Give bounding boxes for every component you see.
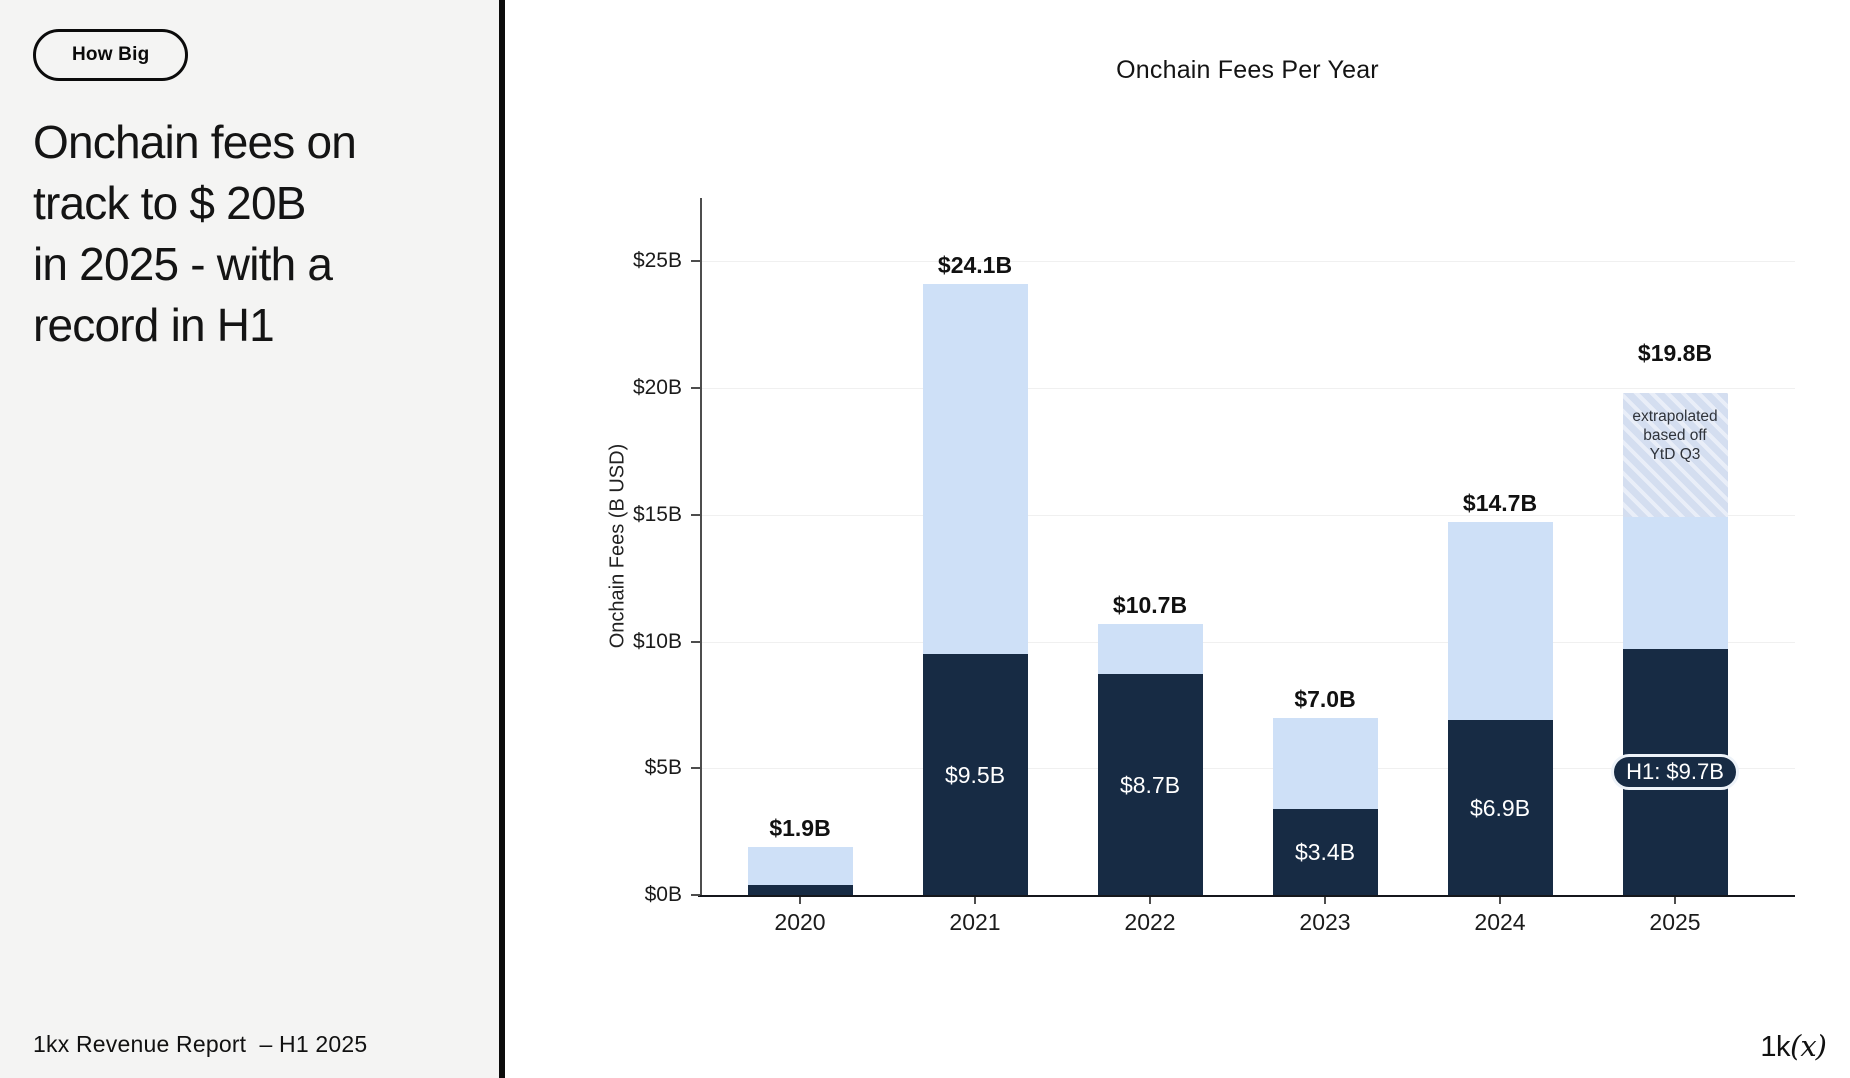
x-tick-2021	[974, 897, 976, 904]
x-tick-2022	[1149, 897, 1151, 904]
y-tick-label-25: $25B	[632, 249, 682, 273]
total-label-2025: $19.8B	[1637, 340, 1713, 367]
headline-line: record in H1	[33, 299, 275, 351]
bar-2023-h2-segment	[1272, 717, 1378, 809]
x-tick-label-2024: 2024	[1474, 909, 1526, 935]
y-tick-label-20: $20B	[632, 376, 682, 400]
x-tick-label-2023: 2023	[1299, 909, 1351, 935]
chart-title: Onchain Fees Per Year	[1116, 56, 1379, 84]
h1-value-label-2023: $3.4B	[1294, 838, 1356, 865]
bar-2023-h1-segment	[1272, 808, 1378, 895]
extrapolation-note-line: extrapolated	[1632, 408, 1718, 426]
x-tick-label-2022: 2022	[1124, 909, 1176, 935]
headline-line: track to $ 20B	[33, 177, 306, 229]
x-tick-2023	[1324, 897, 1326, 904]
x-tick-label-2021: 2021	[949, 909, 1001, 935]
extrapolation-note: extrapolated based off YtD Q3	[1595, 407, 1755, 464]
extrapolation-note-line: YtD Q3	[1649, 446, 1701, 464]
bar-2021-h2-segment	[922, 284, 1028, 655]
headline-line: in 2025 - with a	[33, 238, 333, 290]
y-tick-10	[691, 640, 700, 643]
bar-2021-h1-segment	[922, 654, 1028, 895]
bar-2025-h2-segment	[1622, 517, 1728, 650]
y-tick-20	[691, 387, 700, 390]
bar-2022-h1-segment	[1097, 674, 1203, 895]
bar-2020-h1-segment	[747, 884, 853, 895]
x-tick-label-2025: 2025	[1649, 909, 1701, 935]
bar-2025-extrapolated-segment	[1622, 393, 1728, 518]
headline-line: Onchain fees on	[33, 116, 357, 168]
x-tick-2020	[799, 897, 801, 904]
bar-2022-h2-segment	[1097, 623, 1203, 675]
y-tick-25	[691, 260, 700, 263]
y-tick-15	[691, 513, 700, 516]
y-tick-5	[691, 767, 700, 770]
x-tick-label-2020: 2020	[774, 909, 826, 935]
h1-value-label-2022: $8.7B	[1119, 771, 1181, 798]
extrapolation-note-line: based off	[1643, 427, 1707, 445]
total-label-2024: $14.7B	[1462, 490, 1538, 517]
y-tick-label-0: $0B	[644, 883, 682, 906]
how-big-badge: How Big	[33, 29, 189, 81]
1kx-logo: 1k(x)	[1760, 1029, 1827, 1064]
x-tick-2025	[1674, 897, 1676, 904]
x-axis-line	[698, 895, 1795, 897]
total-label-2020: $1.9B	[769, 814, 831, 841]
y-tick-label-5: $5B	[644, 756, 682, 780]
y-axis-line	[700, 198, 702, 897]
bar-2020-h2-segment	[747, 846, 853, 885]
logo-suffix: (x)	[1790, 1029, 1827, 1063]
gridline-10	[700, 641, 1795, 643]
gridline-5	[700, 768, 1795, 770]
total-label-2021: $24.1B	[937, 252, 1013, 279]
report-footer: 1kx Revenue Report – H1 2025	[33, 1031, 368, 1057]
total-label-2022: $10.7B	[1112, 591, 1188, 618]
left-panel: How Big Onchain fees on track to $ 20B in …	[0, 0, 505, 1078]
h1-value-label-2024: $6.9B	[1469, 794, 1531, 821]
y-tick-label-15: $15B	[632, 502, 682, 526]
bar-2024-h1-segment	[1447, 720, 1553, 895]
y-axis-title: Onchain Fees (B USD)	[606, 443, 629, 649]
slide-headline: Onchain fees on track to $ 20B in 2025 - w…	[33, 112, 473, 356]
h1-pill-2025: H1: $9.7B	[1611, 754, 1739, 791]
bar-2024-h2-segment	[1447, 522, 1553, 721]
total-label-2023: $7.0B	[1294, 685, 1356, 712]
gridline-20	[700, 388, 1795, 390]
h1-value-label-2021: $9.5B	[944, 761, 1006, 788]
y-tick-label-10: $10B	[632, 629, 682, 653]
gridline-15	[700, 514, 1795, 516]
x-tick-2024	[1499, 897, 1501, 904]
y-tick-0	[691, 894, 700, 896]
gridline-25	[700, 261, 1795, 263]
logo-prefix: 1k	[1760, 1031, 1791, 1063]
